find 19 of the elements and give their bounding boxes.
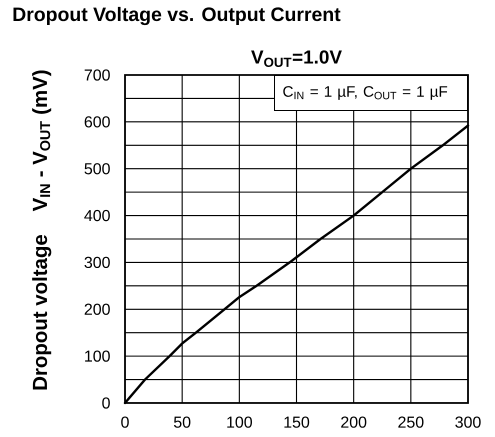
annotation: C$_{IN}$ = 1 µF, C$_{OUT}$ = 1 µF xyxy=(283,86,448,100)
y-tick-label: 600 xyxy=(84,116,110,128)
x-tick-label: 0 xyxy=(121,416,129,428)
y-tick-label: 700 xyxy=(84,69,110,81)
y-tick-label: 0 xyxy=(102,397,110,409)
x-tick-label: 50 xyxy=(174,416,190,428)
chart-title: Dropout Voltage vs. Output Current xyxy=(14,6,340,26)
y-tick-label: 200 xyxy=(84,304,110,315)
chart-subtitle: V$_{OUT}$=1.0V xyxy=(251,50,342,67)
x-tick-label: 200 xyxy=(341,416,366,428)
y-axis-title: Dropout voltage V$_{IN}$ - V$_{OUT}$ (mV) xyxy=(32,70,52,390)
y-tick-label: 100 xyxy=(85,350,110,362)
y-tick-label: 500 xyxy=(84,163,110,174)
y-tick-label: 300 xyxy=(84,256,110,268)
y-tick-label: 400 xyxy=(84,210,110,222)
x-tick-label: 150 xyxy=(284,416,310,428)
x-tick-label: 250 xyxy=(398,416,424,428)
x-tick-label: 300 xyxy=(455,416,481,428)
x-tick-label: 100 xyxy=(227,416,252,428)
